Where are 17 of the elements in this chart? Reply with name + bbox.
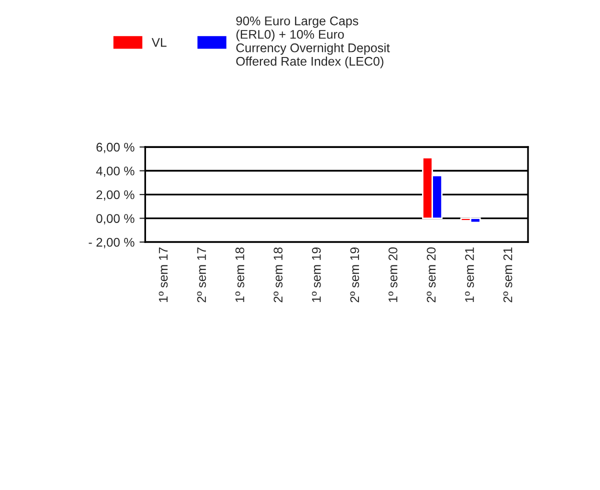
x-tick-label: 1º sem 18	[235, 247, 244, 302]
x-tick-label: 1º sem 20	[388, 247, 398, 302]
legend-label: VL	[152, 38, 166, 47]
y-tick-label: 4,00 %	[96, 166, 134, 177]
x-tick-label: 1º sem 19	[312, 248, 321, 302]
y-tick-label: 2,00 %	[96, 190, 134, 201]
x-tick-label: 1º sem 17	[158, 248, 168, 302]
x-tick-label: 2º sem 17	[197, 248, 206, 302]
x-tick-label: 2º sem 18	[274, 247, 283, 302]
x-tick-label: 2º sem 19	[350, 248, 360, 302]
x-tick-label: 2º sem 21	[503, 248, 512, 302]
x-tick-label: 1º sem 21	[465, 248, 474, 302]
legend-label: 90% Euro Large Caps (ERL0) + 10% Euro Currency Overnight Deposit Offered Rate Index (LEC0)	[236, 16, 390, 68]
x-tick-label: 2º sem 20	[426, 247, 436, 302]
y-tick-label: - 2,00 %	[88, 238, 134, 248]
y-tick-label: 6,00 %	[96, 142, 134, 154]
y-tick-label: 0,00 %	[96, 214, 134, 224]
